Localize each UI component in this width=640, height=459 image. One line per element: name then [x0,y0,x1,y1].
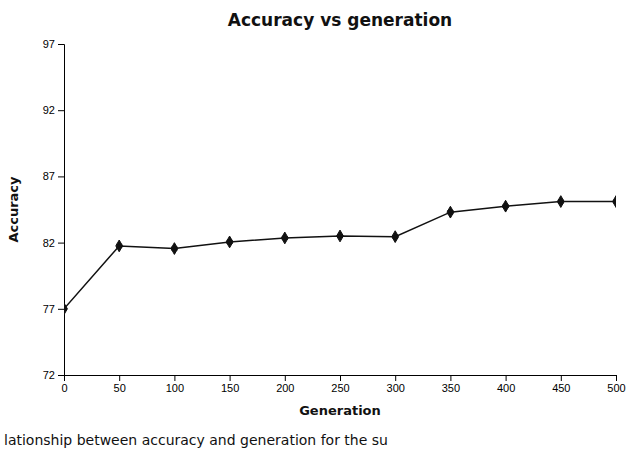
tick: 77 [43,303,64,315]
tick: 97 [43,38,64,50]
title: Accuracy vs generation [228,10,452,30]
chart: 0 50 100 150 200 250 300 350 400 450 500 72 77 82 87 92… [0,0,640,459]
tick-mark [230,375,231,381]
tick-mark [450,375,451,381]
marker [392,231,399,243]
line [64,202,616,309]
tick: 50 [114,375,126,394]
axis-line [58,45,65,376]
tick-mark [119,375,120,381]
x-axis-title: Generation [299,403,381,418]
tick-mark [58,375,64,376]
tick: 300 [387,375,405,394]
tick: 82 [43,237,64,249]
tick-label: 350 [442,382,460,394]
marker [226,236,233,248]
tick-label: 82 [43,237,55,249]
marker [502,200,509,212]
tick: 87 [43,170,64,182]
tick-mark [561,375,562,381]
axis-line [65,376,617,382]
tick-label: 150 [221,382,239,394]
tick-label: 200 [276,382,294,394]
tick-mark [616,375,617,381]
tick-mark [506,375,507,381]
tick-label: 100 [166,382,184,394]
tick-label: 250 [331,382,349,394]
tick-label: 72 [43,369,55,381]
tick-mark [395,375,396,381]
series [64,196,616,315]
tick-mark [174,375,175,381]
tick-mark [58,309,64,310]
tick-mark [58,44,64,45]
caption: lationship between accuracy and generati… [4,432,388,448]
marker [281,232,288,244]
tick: 500 [607,375,625,394]
tick: 0 [61,375,67,394]
tick: 150 [221,375,239,394]
tick-label: 97 [43,38,55,50]
marker [613,196,616,208]
tick-label: 500 [607,382,625,394]
tick-label: 92 [43,104,55,116]
marker [64,303,67,315]
y-axis-title: Accuracy [6,176,21,243]
tick: 92 [43,104,64,116]
tick-mark [58,176,64,177]
tick-label: 0 [61,382,67,394]
tick: 350 [442,375,460,394]
tick-mark [58,243,64,244]
tick: 72 [43,369,64,381]
tick: 100 [166,375,184,394]
marker [171,243,178,255]
tick-mark [340,375,341,381]
tick: 450 [552,375,570,394]
marker [116,240,123,252]
tick-mark [285,375,286,381]
y-axis: 72 77 82 87 92 97 [43,38,65,381]
tick-label: 450 [552,382,570,394]
tick: 200 [276,375,294,394]
tick: 400 [497,375,515,394]
tick-label: 400 [497,382,515,394]
tick-label: 300 [387,382,405,394]
tick-label: 50 [114,382,126,394]
marker [447,206,454,218]
tick-label: 77 [43,303,55,315]
x-axis: 0 50 100 150 200 250 300 350 400 450 500 [61,375,625,394]
plot: 0 50 100 150 200 250 300 350 400 450 500 72 77 82 87 92… [43,38,626,394]
tick: 250 [331,375,349,394]
tick-mark [58,110,64,111]
tick-label: 87 [43,170,55,182]
marker [337,230,344,242]
marker [557,196,564,208]
